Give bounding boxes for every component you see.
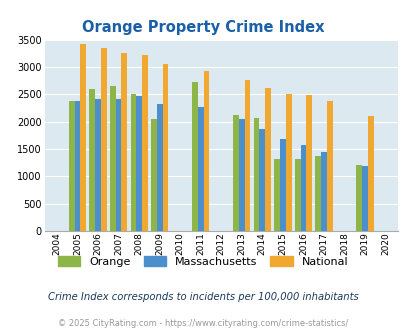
Bar [326,101,332,231]
Bar [274,159,279,231]
Bar [305,95,311,231]
Bar [238,119,244,231]
Bar [121,53,127,231]
Bar [320,152,326,231]
Bar [253,118,259,231]
Bar [80,44,86,231]
Text: Crime Index corresponds to incidents per 100,000 inhabitants: Crime Index corresponds to incidents per… [47,292,358,302]
Bar [115,99,121,231]
Text: © 2025 CityRating.com - https://www.cityrating.com/crime-statistics/: © 2025 CityRating.com - https://www.city… [58,319,347,328]
Bar [151,119,156,231]
Bar [156,104,162,231]
Bar [89,89,95,231]
Bar [279,139,285,231]
Bar [285,94,291,231]
Bar [244,80,250,231]
Bar [356,165,361,231]
Bar [203,71,209,231]
Bar [130,94,136,231]
Bar [69,101,75,231]
Bar [136,96,142,231]
Bar [192,82,197,231]
Bar [162,64,168,231]
Bar [101,49,107,231]
Bar [300,145,305,231]
Bar [197,107,203,231]
Bar [142,55,147,231]
Bar [95,99,101,231]
Bar [367,115,373,231]
Bar [232,115,238,231]
Text: Orange Property Crime Index: Orange Property Crime Index [81,20,324,35]
Bar [259,129,264,231]
Bar [264,88,270,231]
Bar [75,101,80,231]
Legend: Orange, Massachusetts, National: Orange, Massachusetts, National [58,256,347,267]
Bar [361,166,367,231]
Bar [294,159,300,231]
Bar [110,86,115,231]
Bar [315,156,320,231]
